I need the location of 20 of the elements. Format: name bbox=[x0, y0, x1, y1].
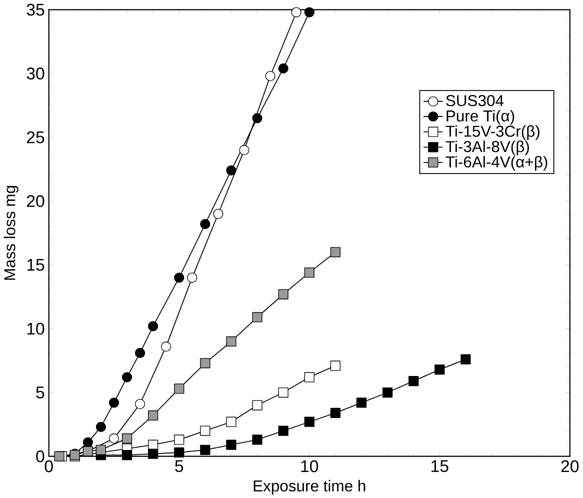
y-axis-title: Mass loss mg bbox=[4, 186, 18, 280]
legend-label: Pure Ti(α) bbox=[446, 110, 514, 124]
x-tick-label: 10 bbox=[301, 460, 318, 472]
legend-label: Ti-3Al-8V(β) bbox=[446, 140, 529, 156]
x-axis-title: Exposure time h bbox=[254, 480, 366, 494]
y-tick-label: 20 bbox=[26, 194, 44, 207]
legend-label: SUS304 bbox=[446, 94, 504, 106]
x-tick-label: 15 bbox=[432, 460, 448, 472]
x-tick-label: 20 bbox=[561, 460, 579, 472]
y-tick-label: 15 bbox=[27, 258, 44, 271]
y-tick-label: 5 bbox=[36, 386, 44, 398]
y-tick-label: 0 bbox=[36, 450, 44, 462]
x-tick-label: 5 bbox=[175, 460, 184, 472]
legend-label: Ti-6Al-4V(α+β) bbox=[446, 156, 548, 170]
y-tick-label: 10 bbox=[27, 322, 44, 335]
x-tick-label: 0 bbox=[44, 460, 53, 472]
legend-label: Ti-15V-3Cr(β) bbox=[446, 125, 540, 140]
y-tick-label: 25 bbox=[26, 131, 44, 144]
y-tick-label: 35 bbox=[26, 4, 44, 16]
y-tick-label: 30 bbox=[26, 67, 44, 80]
